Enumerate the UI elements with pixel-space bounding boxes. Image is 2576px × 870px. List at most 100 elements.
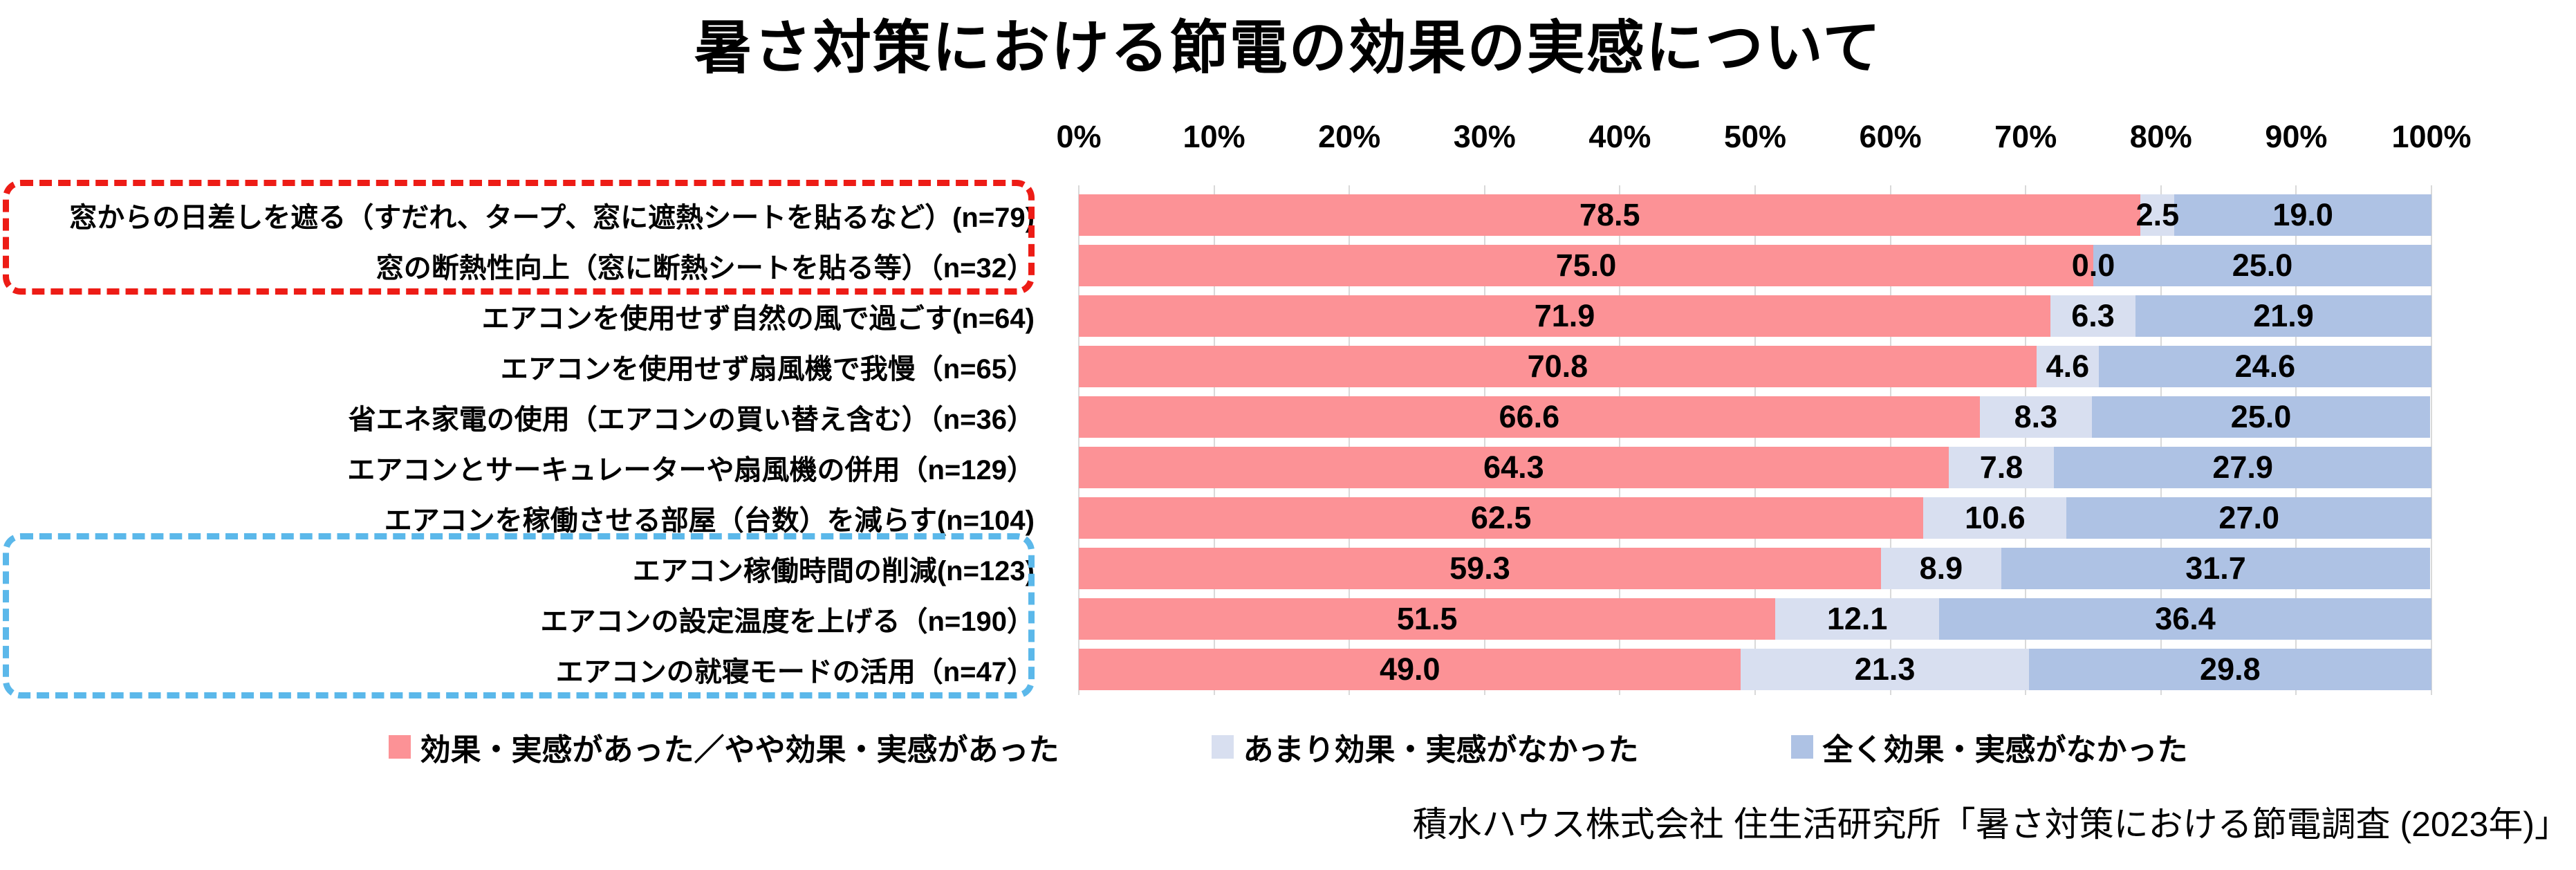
legend-label: あまり効果・実感がなかった — [1243, 733, 1639, 767]
bar-value-label: 36.4 — [2155, 600, 2216, 636]
x-axis: 0% 10% 20% 30% 40% 50% 60% 70% 80% 90% 100% — [1056, 119, 2471, 163]
category-label: エアコンを使用せず自然の風で過ごす(n=64) — [481, 303, 1035, 334]
bar-value-label: 59.3 — [1449, 550, 1510, 586]
bar-segment-2: 4.6 — [2036, 345, 2099, 387]
bar-value-label: 0.0 — [2071, 247, 2115, 283]
bar-segment-2: 8.9 — [1880, 547, 2001, 589]
bar-segment-2: 21.3 — [1741, 648, 2029, 690]
bar-segment-1: 62.5 — [1079, 497, 1924, 539]
bar-segment-2: 12.1 — [1775, 598, 1939, 640]
stacked-bar: 59.3 8.9 31.7 — [1079, 547, 2431, 589]
bar-segment-2: 8.3 — [1979, 396, 2093, 438]
x-axis-tick: 60% — [1859, 119, 1922, 154]
x-axis-tick: 40% — [1588, 119, 1651, 154]
legend-swatch-icon — [1211, 735, 1234, 759]
chart-row: エアコン稼働時間の削減(n=123) 59.3 8.9 31.7 — [0, 543, 2576, 593]
legend-item: あまり効果・実感がなかった — [1211, 725, 1639, 769]
bar-value-label: 25.0 — [2232, 247, 2293, 283]
bar-segment-1: 66.6 — [1079, 396, 1980, 438]
bar-value-label: 31.7 — [2185, 550, 2246, 586]
stacked-bar: 49.0 21.3 29.8 — [1079, 648, 2431, 690]
bar-value-label: 78.5 — [1579, 196, 1640, 232]
x-axis-tick: 80% — [2129, 119, 2192, 154]
category-label: エアコンの就寝モードの活用（n=47） — [555, 656, 1035, 687]
stacked-bar: 64.3 7.8 27.9 — [1079, 446, 2431, 488]
x-axis-tick: 90% — [2265, 119, 2328, 154]
bar-segment-1: 49.0 — [1079, 648, 1741, 690]
legend: 効果・実感があった／やや効果・実感があった あまり効果・実感がなかった 全く効果・実… — [0, 725, 2576, 769]
bar-segment-3: 27.9 — [2054, 446, 2431, 488]
category-label: 省エネ家電の使用（エアコンの買い替え含む）（n=36） — [348, 404, 1035, 435]
bar-value-label: 75.0 — [1555, 247, 1617, 283]
chart-row: エアコンを使用せず扇風機で我慢（n=65） 70.8 4.6 24.6 — [0, 341, 2576, 391]
bar-value-label: 64.3 — [1483, 449, 1544, 485]
bar-segment-2: 2.5 — [2136, 194, 2179, 236]
bar-segment-1: 70.8 — [1079, 345, 2037, 387]
legend-swatch-icon — [388, 735, 411, 759]
bar-value-label: 19.0 — [2272, 196, 2333, 232]
x-axis-tick: 70% — [1994, 119, 2057, 154]
category-label: 窓の断熱性向上（窓に断熱シートを貼る等）（n=32） — [376, 252, 1035, 284]
bar-value-label: 70.8 — [1527, 348, 1588, 384]
legend-item: 全く効果・実感がなかった — [1790, 725, 2188, 769]
bar-segment-1: 59.3 — [1079, 547, 1881, 589]
chart-row: 窓からの日差しを遮る（すだれ、タープ、窓に遮熱シートを貼るなど）(n=79) 78… — [0, 189, 2576, 240]
bar-segment-3: 27.0 — [2066, 497, 2432, 539]
stacked-bar: 75.0 0.0 25.0 — [1079, 244, 2431, 286]
chart-row: エアコンの就寝モードの活用（n=47） 49.0 21.3 29.8 — [0, 644, 2576, 694]
legend-swatch-icon — [1790, 735, 1813, 759]
bar-value-label: 27.0 — [2218, 499, 2280, 535]
bar-segment-3: 25.0 — [2092, 396, 2431, 438]
legend-label: 効果・実感があった／やや効果・実感があった — [420, 733, 1059, 767]
bar-segment-3: 29.8 — [2028, 648, 2431, 690]
category-label: エアコンの設定温度を上げる（n=190） — [540, 606, 1035, 637]
stacked-bar: 62.5 10.6 27.0 — [1079, 497, 2432, 539]
chart-row: エアコンとサーキュレーターや扇風機の併用（n=129） 64.3 7.8 27.9 — [0, 442, 2576, 492]
stacked-bar: 66.6 8.3 25.0 — [1079, 396, 2431, 438]
bar-segment-3: 21.9 — [2135, 295, 2431, 337]
bar-value-label: 29.8 — [2200, 651, 2261, 687]
x-axis-tick: 50% — [1723, 119, 1787, 154]
bar-segment-3: 24.6 — [2098, 345, 2431, 387]
category-label: エアコンを稼働させる部屋（台数）を減らす(n=104) — [384, 505, 1035, 536]
legend-label: 全く効果・実感がなかった — [1822, 733, 2188, 767]
bar-value-label: 21.3 — [1854, 651, 1916, 687]
source-credit: 積水ハウス株式会社 住生活研究所「暑さ対策における節電調査 (2023年)」 — [1412, 805, 2569, 844]
bar-segment-1: 64.3 — [1079, 446, 1949, 488]
bar-value-label: 49.0 — [1379, 651, 1440, 687]
bar-value-label: 62.5 — [1470, 499, 1532, 535]
highlight-dashed-box — [3, 180, 1035, 295]
stacked-bar: 78.5 2.5 19.0 — [1079, 194, 2431, 236]
bar-value-label: 66.6 — [1499, 398, 1560, 434]
bar-value-label: 24.6 — [2234, 348, 2296, 384]
chart-row: エアコンの設定温度を上げる（n=190） 51.5 12.1 36.4 — [0, 593, 2576, 644]
chart-row: 省エネ家電の使用（エアコンの買い替え含む）（n=36） 66.6 8.3 25.0 — [0, 391, 2576, 442]
x-axis-tick: 10% — [1183, 119, 1245, 154]
bar-value-label: 71.9 — [1534, 297, 1595, 333]
bar-value-label: 7.8 — [1979, 449, 2023, 485]
stacked-bar: 71.9 6.3 21.9 — [1079, 295, 2431, 337]
bar-segment-2: 10.6 — [1923, 497, 2067, 539]
bar-segment-1: 78.5 — [1079, 194, 2141, 236]
bar-value-label: 25.0 — [2230, 398, 2292, 434]
category-label: エアコン稼働時間の削減(n=123) — [632, 555, 1035, 586]
bar-value-label: 51.5 — [1396, 600, 1458, 636]
bar-value-label: 12.1 — [1826, 600, 1888, 636]
bar-segment-1: 51.5 — [1079, 598, 1776, 640]
bar-value-label: 27.9 — [2212, 449, 2273, 485]
category-label: エアコンを使用せず扇風機で我慢（n=65） — [500, 353, 1035, 385]
bar-segment-2: 7.8 — [1948, 446, 2055, 488]
bar-value-label: 10.6 — [1965, 499, 2026, 535]
stacked-bar: 70.8 4.6 24.6 — [1079, 345, 2431, 387]
chart-title: 暑さ対策における節電の効果の実感について — [694, 15, 1882, 80]
category-label: エアコンとサーキュレーターや扇風機の併用（n=129） — [347, 454, 1035, 485]
bar-value-label: 8.3 — [2014, 398, 2058, 434]
x-axis-tick: 20% — [1318, 119, 1381, 154]
chart-row: 窓の断熱性向上（窓に断熱シートを貼る等）（n=32） 75.0 0.0 25.0 — [0, 240, 2576, 290]
bar-value-label: 4.6 — [2046, 348, 2090, 384]
bar-value-label: 8.9 — [1919, 550, 1963, 586]
category-label: 窓からの日差しを遮る（すだれ、タープ、窓に遮熱シートを貼るなど）(n=79) — [69, 202, 1035, 233]
bar-segment-3: 36.4 — [1939, 598, 2431, 640]
bar-value-label: 2.5 — [2135, 196, 2180, 232]
